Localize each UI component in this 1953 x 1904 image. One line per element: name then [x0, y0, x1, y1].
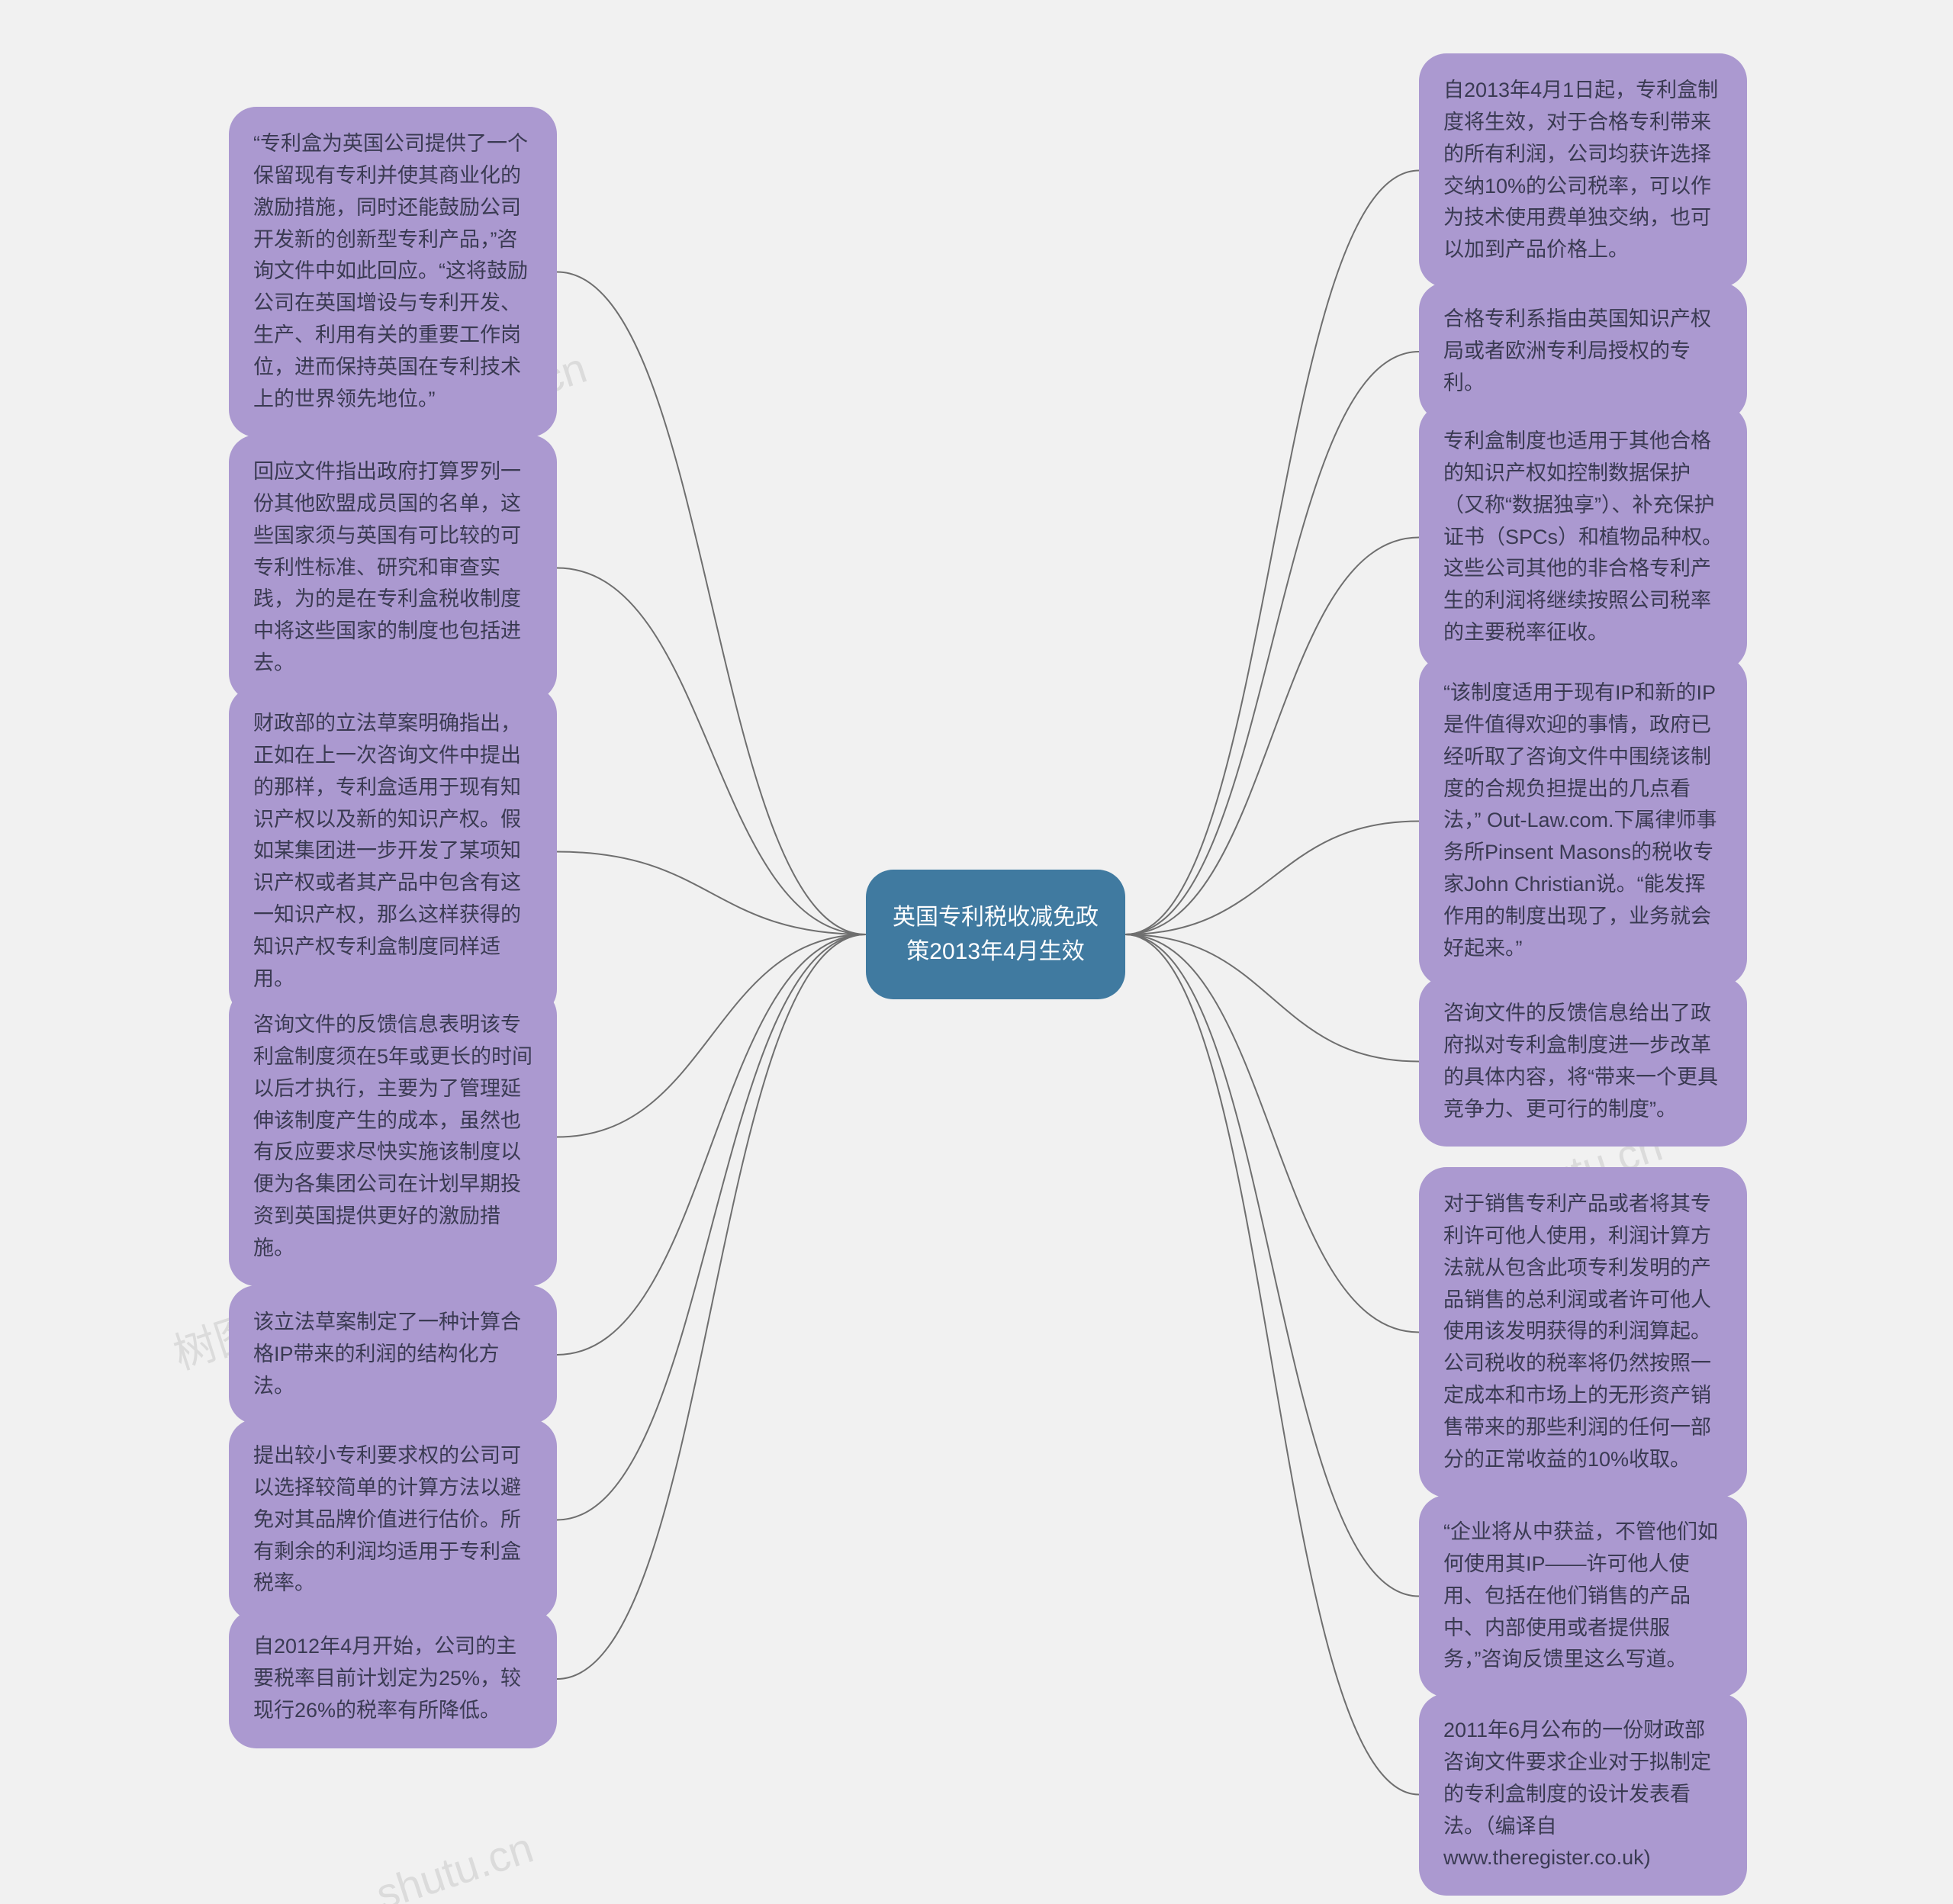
node-text: 自2012年4月开始，公司的主要税率目前计划定为25%，较现行26%的税率有所降…	[253, 1635, 521, 1722]
right-node: 对于销售专利产品或者将其专利许可他人使用，利润计算方法就从包含此项专利发明的产品…	[1419, 1167, 1747, 1497]
node-text: “专利盒为英国公司提供了一个保留现有专利并使其商业化的激励措施，同时还能鼓励公司…	[253, 132, 528, 410]
right-node: 自2013年4月1日起，专利盒制度将生效，对于合格专利带来的所有利润，公司均获许…	[1419, 53, 1747, 288]
right-node: 咨询文件的反馈信息给出了政府拟对专利盒制度进一步改革的具体内容，将“带来一个更具…	[1419, 976, 1747, 1147]
left-node: 回应文件指出政府打算罗列一份其他欧盟成员国的名单，这些国家须与英国有可比较的可专…	[229, 435, 557, 701]
node-text: 回应文件指出政府打算罗列一份其他欧盟成员国的名单，这些国家须与英国有可比较的可专…	[253, 460, 521, 674]
right-node: “企业将从中获益，不管他们如何使用其IP——许可他人使用、包括在他们销售的产品中…	[1419, 1495, 1747, 1697]
watermark: shutu.cn	[370, 1822, 539, 1904]
left-node: 该立法草案制定了一种计算合格IP带来的利润的结构化方法。	[229, 1285, 557, 1424]
center-label: 英国专利税收减免政策2013年4月生效	[890, 900, 1101, 969]
left-node: 咨询文件的反馈信息表明该专利盒制度须在5年或更长的时间以后才执行，主要为了管理延…	[229, 988, 557, 1286]
node-text: 咨询文件的反馈信息给出了政府拟对专利盒制度进一步改革的具体内容，将“带来一个更具…	[1443, 1002, 1718, 1121]
right-node: 合格专利系指由英国知识产权局或者欧洲专利局授权的专利。	[1419, 282, 1747, 421]
center-node: 英国专利税收减免政策2013年4月生效	[866, 870, 1125, 999]
right-node: “该制度适用于现有IP和新的IP是件值得欢迎的事情，政府已经听取了咨询文件中围绕…	[1419, 656, 1747, 986]
left-node: 提出较小专利要求权的公司可以选择较简单的计算方法以避免对其品牌价值进行估价。所有…	[229, 1419, 557, 1621]
node-text: “该制度适用于现有IP和新的IP是件值得欢迎的事情，政府已经听取了咨询文件中围绕…	[1443, 681, 1717, 960]
left-node: 自2012年4月开始，公司的主要税率目前计划定为25%，较现行26%的税率有所降…	[229, 1610, 557, 1748]
node-text: 自2013年4月1日起，专利盒制度将生效，对于合格专利带来的所有利润，公司均获许…	[1443, 79, 1718, 261]
node-text: 财政部的立法草案明确指出，正如在上一次咨询文件中提出的那样，专利盒适用于现有知识…	[253, 712, 521, 990]
node-text: 该立法草案制定了一种计算合格IP带来的利润的结构化方法。	[253, 1311, 521, 1397]
node-text: 对于销售专利产品或者将其专利许可他人使用，利润计算方法就从包含此项专利发明的产品…	[1443, 1192, 1711, 1471]
mindmap-canvas: 英国专利税收减免政策2013年4月生效shutu.cn树图 shutu.cn树图…	[0, 0, 1953, 1904]
node-text: 咨询文件的反馈信息表明该专利盒制度须在5年或更长的时间以后才执行，主要为了管理延…	[253, 1013, 532, 1259]
right-node: 2011年6月公布的一份财政部咨询文件要求企业对于拟制定的专利盒制度的设计发表看…	[1419, 1693, 1747, 1896]
node-text: “企业将从中获益，不管他们如何使用其IP——许可他人使用、包括在他们销售的产品中…	[1443, 1520, 1718, 1671]
left-node: 财政部的立法草案明确指出，正如在上一次咨询文件中提出的那样，专利盒适用于现有知识…	[229, 687, 557, 1017]
node-text: 合格专利系指由英国知识产权局或者欧洲专利局授权的专利。	[1443, 307, 1711, 394]
node-text: 2011年6月公布的一份财政部咨询文件要求企业对于拟制定的专利盒制度的设计发表看…	[1443, 1719, 1711, 1869]
left-node: “专利盒为英国公司提供了一个保留现有专利并使其商业化的激励措施，同时还能鼓励公司…	[229, 107, 557, 437]
right-node: 专利盒制度也适用于其他合格的知识产权如控制数据保护（又称“数据独享”）、补充保护…	[1419, 404, 1747, 671]
node-text: 提出较小专利要求权的公司可以选择较简单的计算方法以避免对其品牌价值进行估价。所有…	[253, 1444, 521, 1594]
node-text: 专利盒制度也适用于其他合格的知识产权如控制数据保护（又称“数据独享”）、补充保护…	[1443, 429, 1723, 644]
